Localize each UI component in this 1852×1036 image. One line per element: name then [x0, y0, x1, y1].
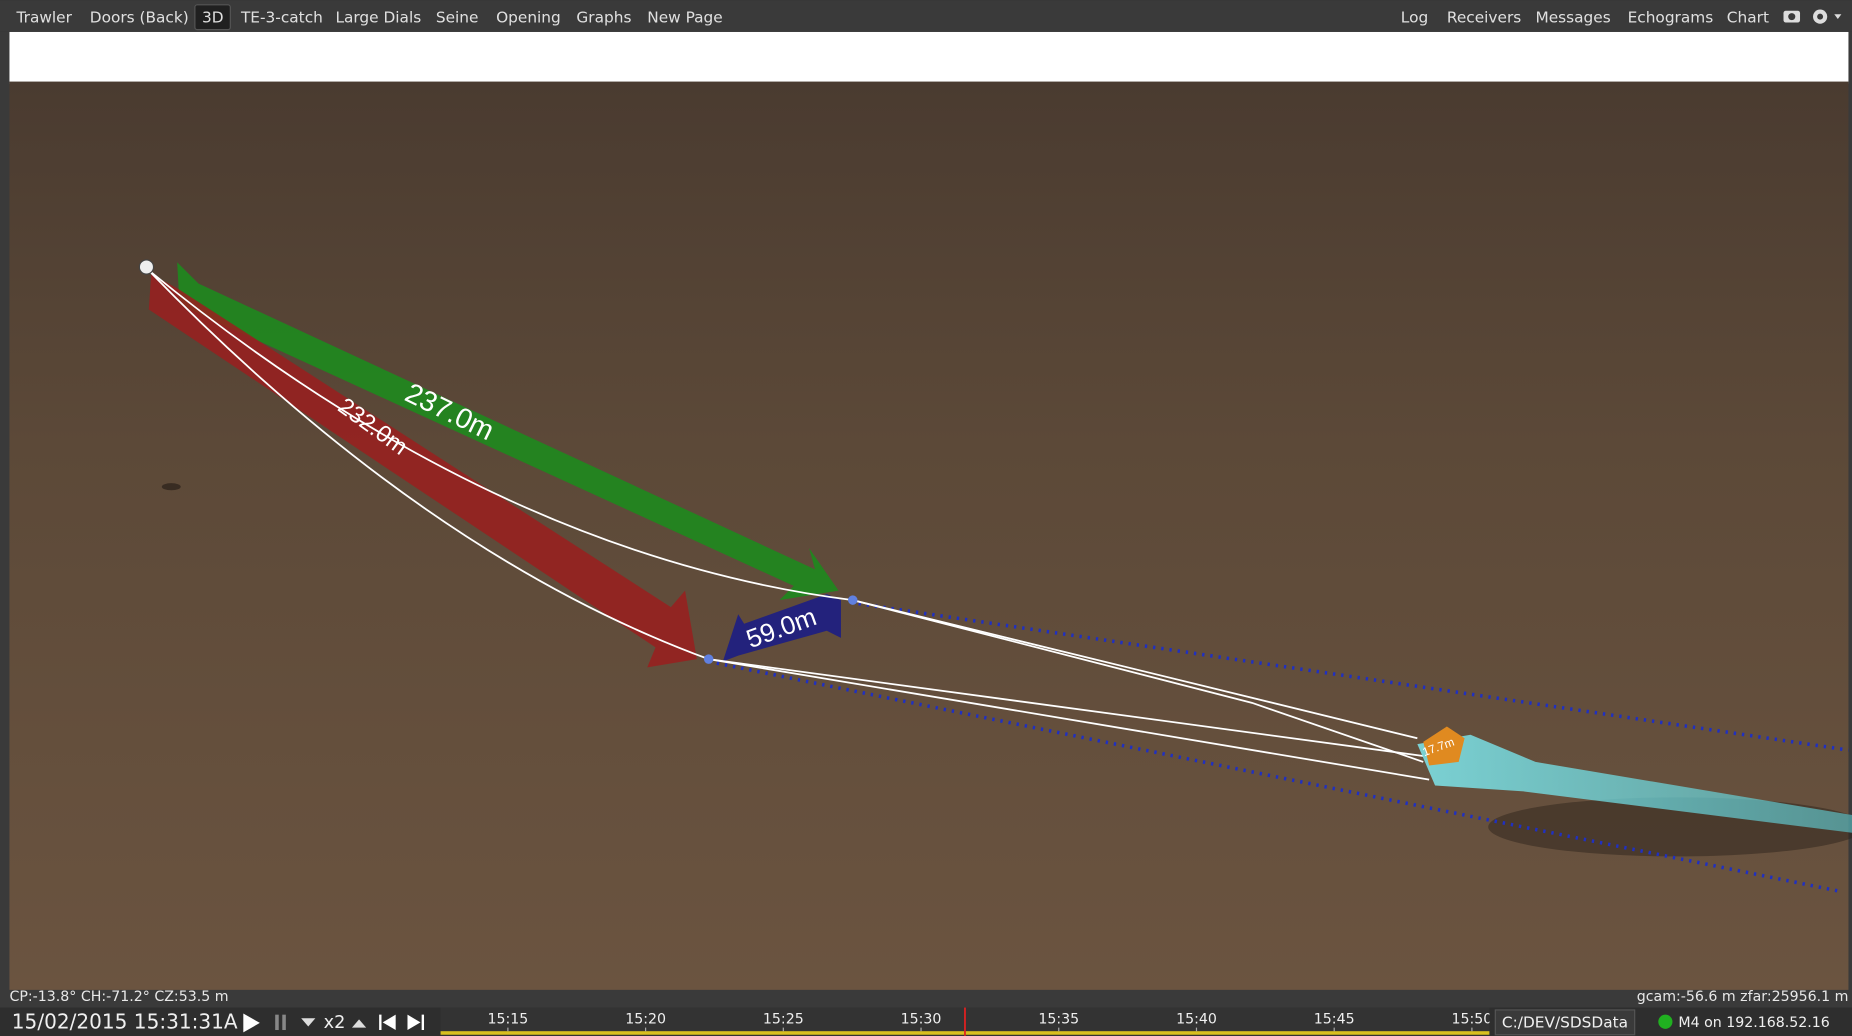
tab[interactable]: Opening [496, 8, 561, 26]
tab[interactable]: New Page [647, 8, 722, 26]
timeline-label: 15:45 [1314, 1011, 1355, 1027]
tab[interactable]: Graphs [576, 8, 631, 26]
tab[interactable]: Receivers [1447, 8, 1521, 26]
faster-button[interactable] [351, 1019, 367, 1028]
tab[interactable]: 3D [202, 8, 224, 26]
timeline-label: 15:25 [763, 1011, 804, 1027]
pause-button[interactable] [275, 1014, 286, 1031]
skip-start-button[interactable] [379, 1014, 396, 1031]
timeline-label: 15:30 [901, 1011, 942, 1027]
timeline-label: 15:20 [625, 1011, 666, 1027]
camera-icon[interactable] [1783, 10, 1801, 23]
data-path-box [1494, 1009, 1636, 1036]
tab[interactable]: Log [1401, 8, 1428, 26]
settings-icon[interactable] [1813, 9, 1842, 24]
3d-view[interactable]: 237.0m 232.0m 59.0m 17.7m [9, 81, 1852, 990]
tab[interactable]: Large Dials [335, 8, 421, 26]
tab[interactable]: Messages [1535, 8, 1610, 26]
timeline-label: 15:35 [1038, 1011, 1079, 1027]
header-strip [9, 31, 1849, 84]
connection: M4 on 192.168.52.16 [1678, 1015, 1829, 1031]
skip-end-button[interactable] [407, 1014, 425, 1031]
tab[interactable]: Echograms [1628, 8, 1714, 26]
slower-button[interactable] [301, 1018, 316, 1027]
tab[interactable]: Doors (Back) [90, 8, 189, 26]
data-path: C:/DEV/SDSData [1502, 1013, 1628, 1031]
tab[interactable]: Chart [1727, 8, 1769, 26]
tab[interactable]: Seine [436, 8, 479, 26]
active-tab-bg [194, 4, 231, 31]
timeline-label: 15:40 [1176, 1011, 1217, 1027]
connection-indicator [1658, 1014, 1673, 1029]
tab[interactable]: TE-3-catch [240, 8, 323, 26]
timeline-label: 15:15 [487, 1011, 528, 1027]
play-button[interactable] [243, 1013, 260, 1033]
tab[interactable]: Trawler [16, 8, 73, 26]
toolbar [0, 0, 1852, 32]
camera-status: CP:-13.8° CH:-71.2° CZ:53.5 m [9, 989, 228, 1005]
timeline-label: 15:50 [1452, 1011, 1493, 1027]
datetime: 15/02/2015 15:31:31A [12, 1009, 238, 1033]
speed: x2 [324, 1013, 346, 1033]
camera-status: gcam:-56.6 m zfar:25956.1 m [1637, 989, 1849, 1005]
